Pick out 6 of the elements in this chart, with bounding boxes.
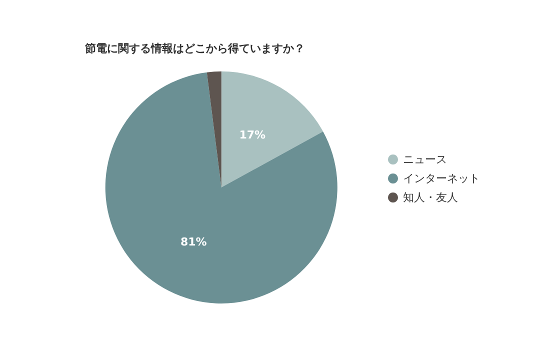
- legend-label: 知人・友人: [403, 191, 458, 204]
- legend-label: インターネット: [403, 172, 480, 185]
- legend-label: ニュース: [403, 153, 447, 166]
- data-label: 81%: [180, 235, 207, 248]
- chart-title: 節電に関する情報はどこから得ていますか？: [84, 42, 305, 55]
- data-label: 17%: [239, 128, 266, 142]
